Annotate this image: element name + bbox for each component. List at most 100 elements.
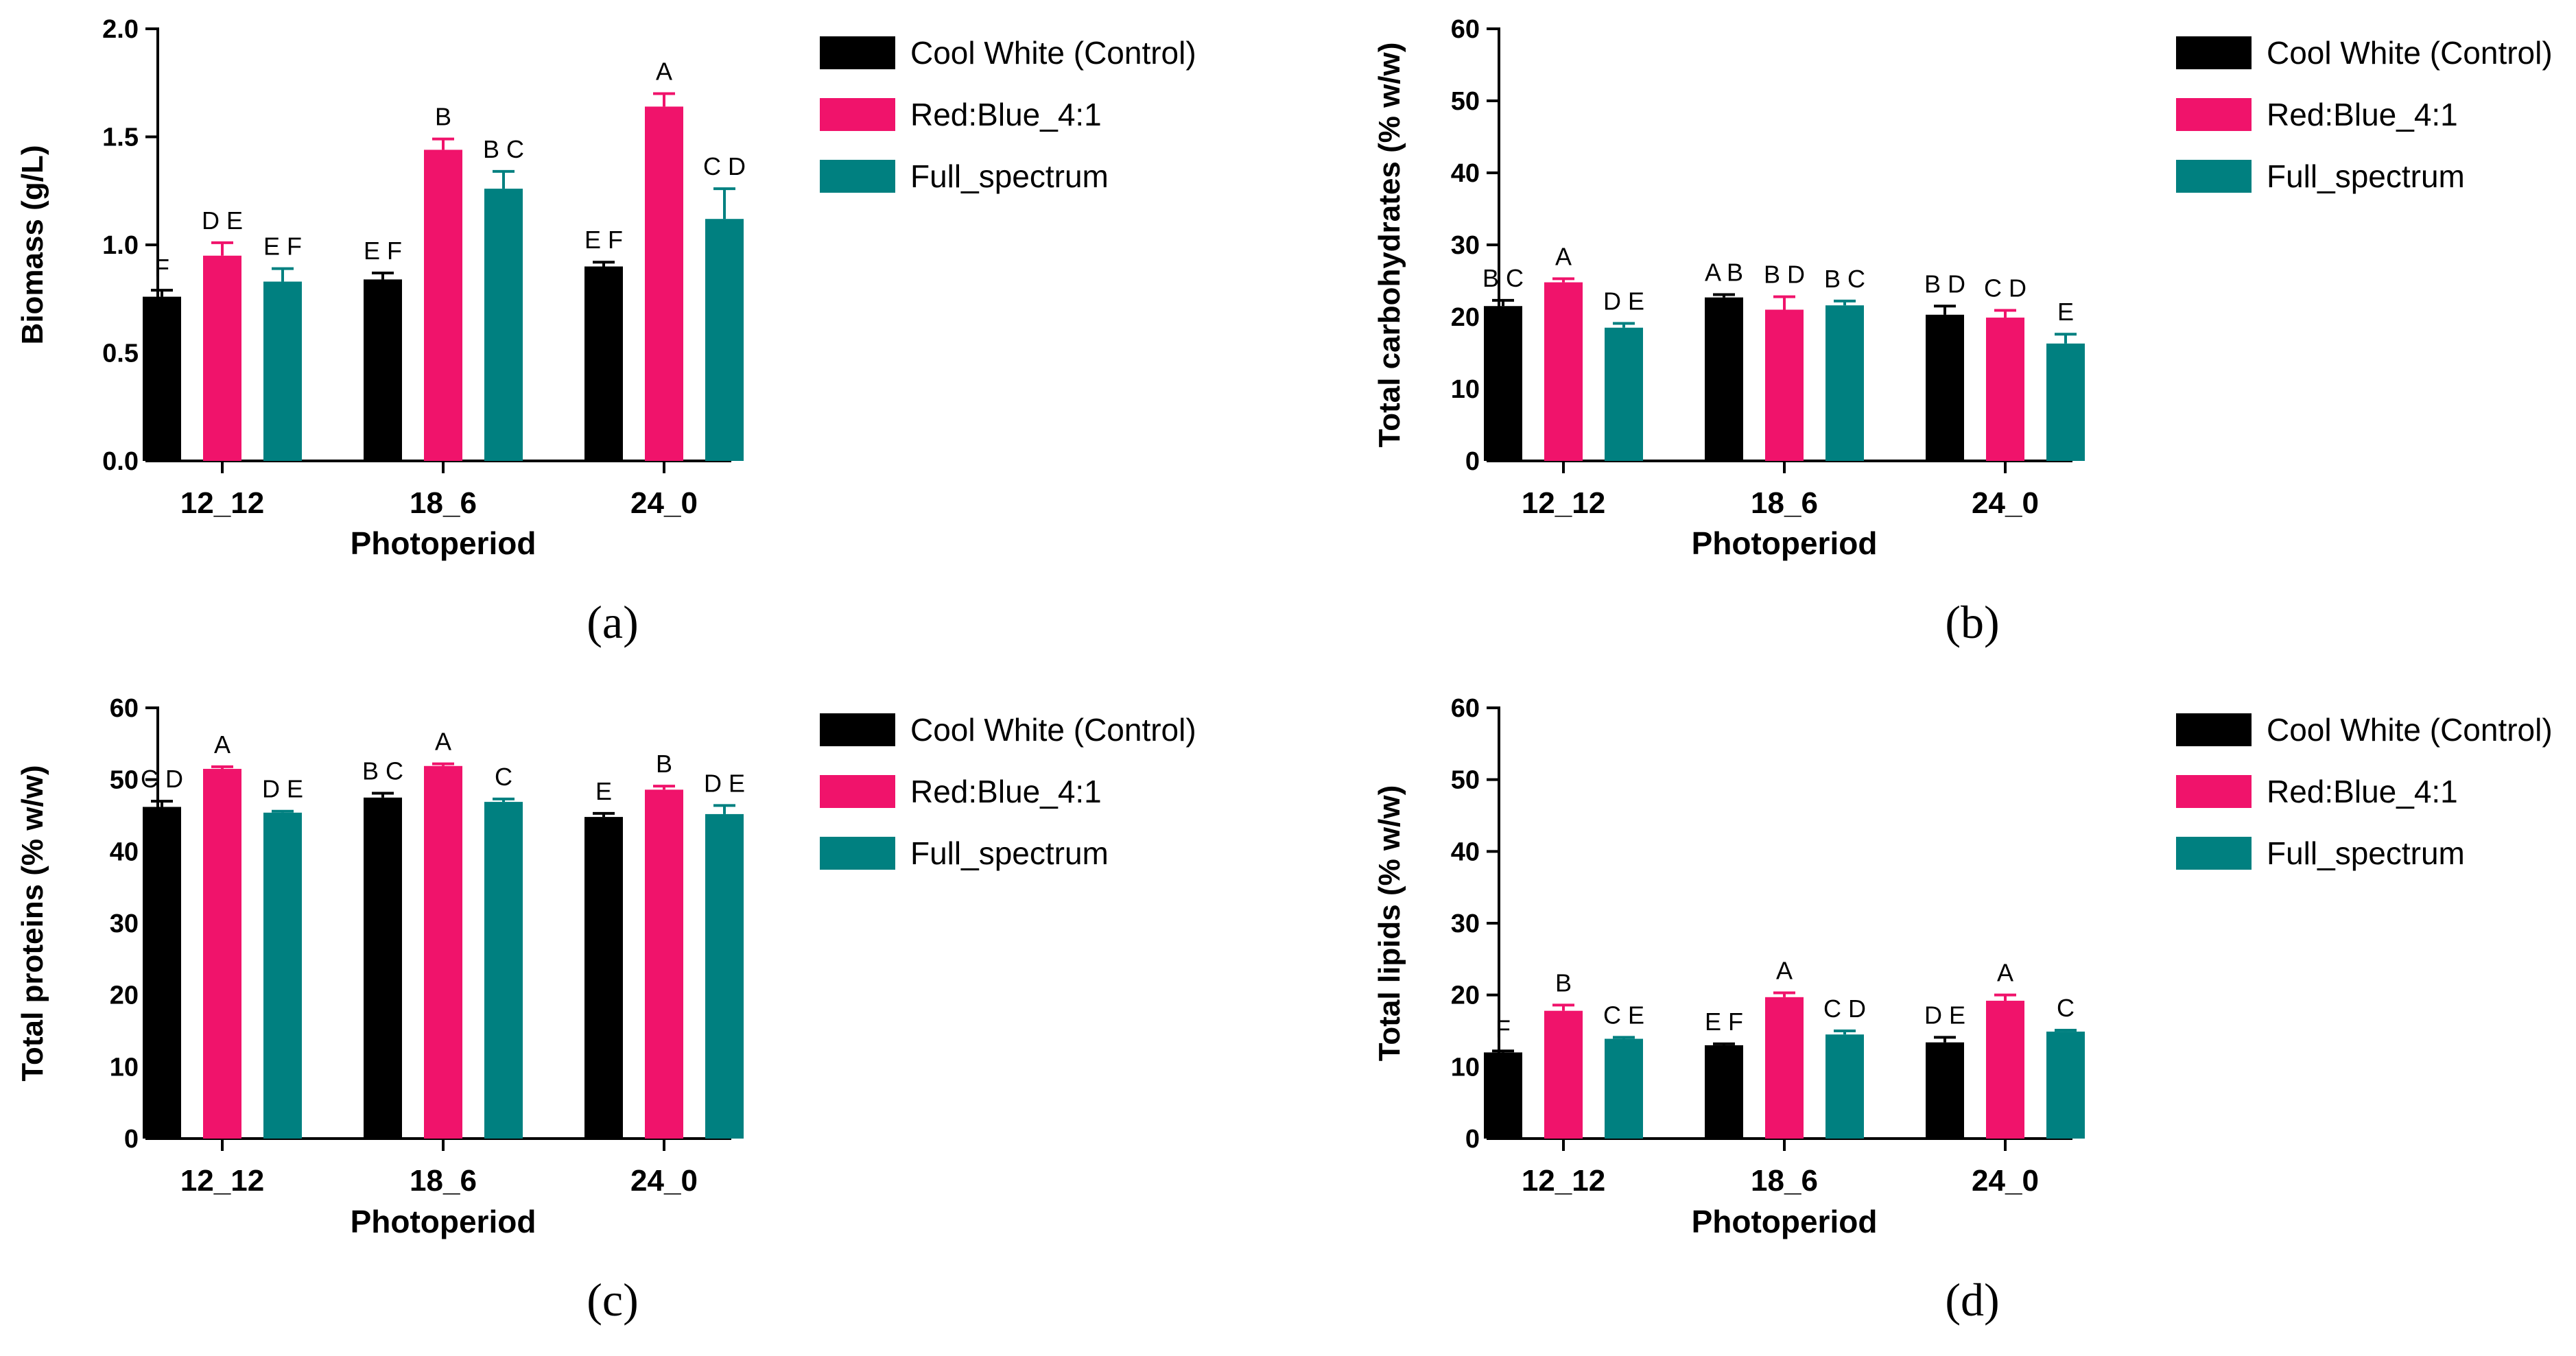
significance-letter: B C — [1824, 265, 1865, 293]
significance-letter: C — [495, 763, 512, 791]
legend-label-red-blue-4-1: Red:Blue_4:1 — [910, 774, 1102, 809]
significance-letter: C D — [1823, 995, 1866, 1023]
significance-letter: C D — [1984, 274, 2026, 302]
legend-swatch-cool-white-control — [820, 36, 895, 69]
bar-cool-white-control-18-6 — [1705, 1045, 1743, 1139]
significance-letter: A B — [1705, 258, 1743, 286]
y-tick-label: 20 — [1451, 982, 1480, 1010]
bar-red-blue-4-1-12-12 — [203, 255, 241, 461]
bar-red-blue-4-1-24-0 — [645, 106, 683, 461]
y-tick-label: 10 — [1451, 375, 1480, 404]
bar-cool-white-control-12-12 — [1484, 306, 1522, 461]
legend-label-cool-white-control: Cool White (Control) — [2267, 35, 2553, 71]
y-tick-label: 1.5 — [102, 123, 139, 152]
y-tick-label: 1.0 — [102, 231, 139, 260]
y-tick-label: 60 — [1451, 15, 1480, 44]
y-axis-label: Total proteins (% w/w) — [16, 765, 49, 1081]
y-tick-label: 20 — [1451, 303, 1480, 332]
x-tick-label-24-0: 24_0 — [1972, 486, 2039, 520]
significance-letter: F — [154, 254, 169, 282]
significance-letter: C E — [1603, 1001, 1644, 1029]
legend-swatch-cool-white-control — [2176, 36, 2252, 69]
x-axis-label: Photoperiod — [351, 1204, 536, 1239]
bar-full-spectrum-12-12 — [1605, 1038, 1643, 1139]
significance-letter: E — [2057, 298, 2074, 326]
significance-letter: D E — [262, 775, 303, 803]
bar-cool-white-control-24-0 — [1926, 1042, 1964, 1139]
y-tick-label: 40 — [1451, 159, 1480, 188]
legend-swatch-red-blue-4-1 — [2176, 775, 2252, 808]
significance-letter: B — [435, 103, 451, 131]
significance-letter: C D — [141, 765, 183, 793]
bar-full-spectrum-18-6 — [484, 802, 523, 1139]
y-tick-label: 20 — [110, 982, 139, 1010]
bar-red-blue-4-1-24-0 — [1986, 1001, 2024, 1139]
bar-red-blue-4-1-24-0 — [1986, 318, 2024, 461]
legend-swatch-full-spectrum — [2176, 837, 2252, 870]
significance-letter: B C — [1482, 264, 1524, 292]
legend-swatch-red-blue-4-1 — [2176, 98, 2252, 131]
significance-letter: C D — [703, 152, 746, 180]
x-tick-label-12-12: 12_12 — [180, 486, 264, 520]
bar-full-spectrum-18-6 — [1825, 1034, 1864, 1139]
significance-letter: A — [1997, 959, 2013, 987]
y-axis-label: Total carbohydrates (% w/w) — [1373, 43, 1406, 448]
x-tick-label-12-12: 12_12 — [1522, 486, 1605, 520]
significance-letter: D E — [704, 769, 745, 797]
bar-cool-white-control-18-6 — [364, 797, 402, 1139]
legend-swatch-cool-white-control — [2176, 713, 2252, 746]
significance-letter: A — [1776, 957, 1793, 985]
bar-cool-white-control-24-0 — [584, 817, 623, 1139]
legend-swatch-red-blue-4-1 — [820, 98, 895, 131]
bar-cool-white-control-18-6 — [1705, 297, 1743, 461]
x-tick-label-18-6: 18_6 — [1751, 486, 1818, 520]
bar-red-blue-4-1-12-12 — [1544, 1010, 1583, 1139]
y-tick-label: 30 — [1451, 909, 1480, 938]
y-tick-label: 30 — [110, 909, 139, 938]
y-tick-label: 50 — [1451, 766, 1480, 795]
bar-red-blue-4-1-12-12 — [203, 768, 241, 1139]
bar-red-blue-4-1-18-6 — [424, 150, 462, 461]
significance-letter: B D — [1764, 261, 1805, 289]
legend-label-full-spectrum: Full_spectrum — [2267, 158, 2465, 194]
bar-red-blue-4-1-18-6 — [1765, 309, 1804, 461]
significance-letter: A — [214, 730, 231, 759]
y-tick-label: 60 — [110, 694, 139, 723]
bar-cool-white-control-18-6 — [364, 279, 402, 461]
panel-letter: (b) — [1945, 596, 1999, 648]
bar-full-spectrum-24-0 — [2046, 1032, 2085, 1139]
x-tick-label-24-0: 24_0 — [630, 486, 698, 520]
bar-red-blue-4-1-12-12 — [1544, 282, 1583, 461]
bar-cool-white-control-12-12 — [1484, 1052, 1522, 1139]
legend-swatch-full-spectrum — [820, 837, 895, 870]
bar-red-blue-4-1-24-0 — [645, 789, 683, 1139]
bar-red-blue-4-1-18-6 — [424, 765, 462, 1139]
y-tick-label: 2.0 — [102, 15, 139, 44]
significance-letter: A — [435, 728, 451, 756]
significance-letter: B D — [1924, 270, 1965, 298]
significance-letter: B C — [483, 135, 524, 163]
bar-cool-white-control-24-0 — [584, 266, 623, 461]
legend-swatch-cool-white-control — [820, 713, 895, 746]
significance-letter: C — [2057, 994, 2075, 1022]
x-axis-label: Photoperiod — [1692, 1204, 1878, 1239]
significance-letter: B C — [362, 757, 403, 785]
y-tick-label: 40 — [1451, 837, 1480, 866]
x-tick-label-18-6: 18_6 — [410, 1164, 477, 1198]
x-tick-label-12-12: 12_12 — [1522, 1164, 1605, 1198]
bar-full-spectrum-18-6 — [1825, 305, 1864, 461]
y-tick-label: 50 — [1451, 87, 1480, 116]
y-tick-label: 10 — [1451, 1053, 1480, 1082]
legend-label-cool-white-control: Cool White (Control) — [2267, 712, 2553, 748]
chart-panel-a: 0.0 0.5 1.0 1.5 2.0 Biomass (g/L) 12_12 F D E E F… — [16, 15, 1196, 648]
y-tick-label: 30 — [1451, 231, 1480, 260]
y-tick-label: 10 — [110, 1053, 139, 1082]
legend-label-full-spectrum: Full_spectrum — [910, 835, 1109, 871]
y-tick-label: 0 — [124, 1125, 139, 1154]
significance-letter: D E — [202, 206, 243, 235]
significance-letter: E F — [1705, 1008, 1743, 1036]
significance-letter: E F — [584, 226, 623, 254]
significance-letter: B — [656, 750, 672, 778]
legend-swatch-red-blue-4-1 — [820, 775, 895, 808]
